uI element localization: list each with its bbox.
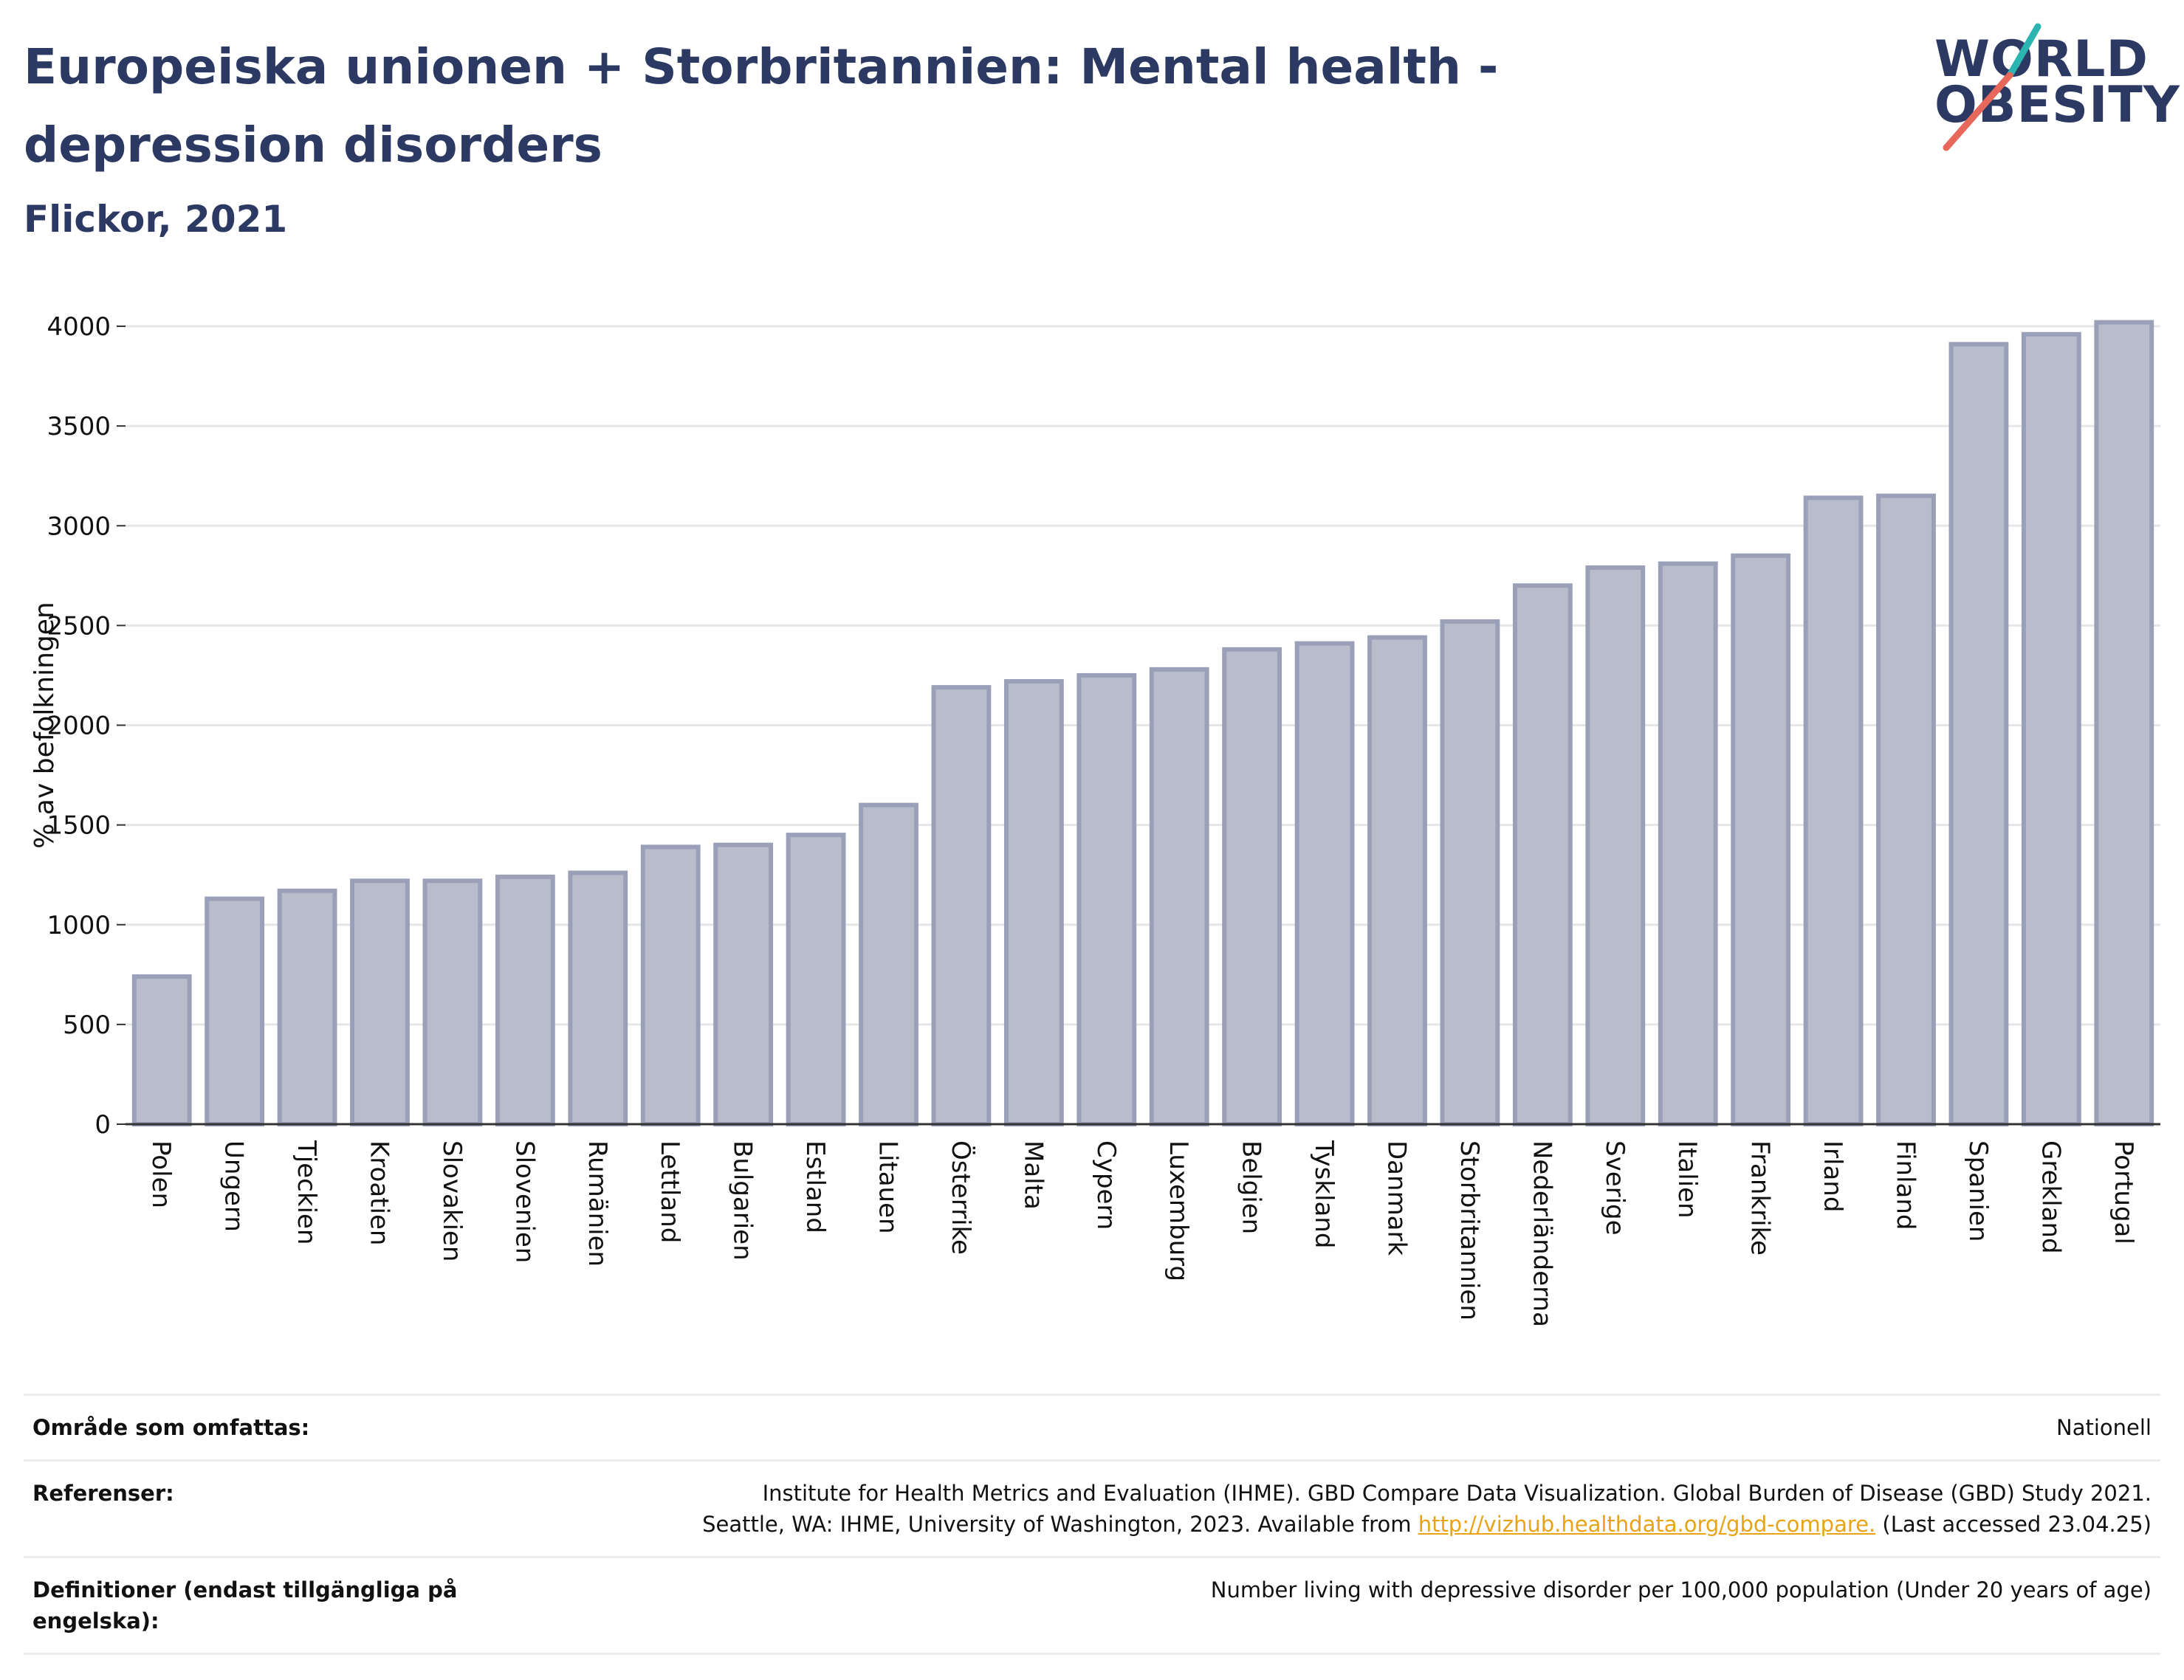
bar-finland[interactable] <box>1876 493 1936 1126</box>
bar-irland[interactable] <box>1803 495 1864 1127</box>
bar-rumänien[interactable] <box>568 870 628 1126</box>
x-tick-label: Slovakien <box>437 1140 467 1261</box>
bar-belgien[interactable] <box>1222 647 1282 1126</box>
bar-danmark[interactable] <box>1367 635 1427 1126</box>
x-tick-label: Rumänien <box>583 1140 612 1267</box>
bars <box>131 320 2154 1127</box>
bar-lettland[interactable] <box>640 844 701 1126</box>
x-tick-label: Finland <box>1891 1140 1920 1230</box>
footer-row-references: Referenser: Institute for Health Metrics… <box>24 1459 2160 1556</box>
logo-text: WORLD OBESITY <box>1934 30 2180 134</box>
bar-slovenien[interactable] <box>495 874 555 1126</box>
bar-estland[interactable] <box>786 833 846 1126</box>
bar-grekland[interactable] <box>2021 331 2081 1126</box>
y-tick-label: 1500 <box>47 811 111 841</box>
bar-bulgarien[interactable] <box>713 842 774 1127</box>
x-tick-label: Cypern <box>1091 1140 1121 1230</box>
x-tick-label: Danmark <box>1382 1140 1412 1256</box>
references-value: Institute for Health Metrics and Evaluat… <box>702 1478 2152 1540</box>
y-tick-label: 1000 <box>47 911 111 940</box>
y-tick-label: 500 <box>63 1011 111 1040</box>
x-tick-label: Irland <box>1818 1140 1847 1212</box>
bar-nederländerna[interactable] <box>1512 583 1573 1126</box>
footer-row-definitions: Definitioner (endast tillgängliga på eng… <box>24 1556 2160 1655</box>
chart-subtitle: Flickor, 2021 <box>24 198 288 241</box>
references-link[interactable]: http://vizhub.healthdata.org/gbd-compare… <box>1418 1512 1876 1537</box>
bar-portugal[interactable] <box>2094 320 2154 1127</box>
axes: 0 500 1000 1500 2000 2500 3000 3500 4000 Polen Ung… <box>47 312 2160 1327</box>
bar-cypern[interactable] <box>1076 672 1137 1126</box>
bar-malta[interactable] <box>1003 679 1064 1126</box>
footer-table: Område som omfattas: Nationell Referense… <box>24 1394 2160 1655</box>
x-tick-label: Luxemburg <box>1164 1140 1193 1281</box>
bar-ungern[interactable] <box>205 896 265 1126</box>
x-tick-label: Ungern <box>219 1140 249 1232</box>
references-line-2-suffix: (Last accessed 23.04.25) <box>1875 1512 2152 1537</box>
definitions-value: Number living with depressive disorder p… <box>1210 1577 2152 1602</box>
bar-litauen[interactable] <box>859 802 918 1126</box>
bar-storbritannien[interactable] <box>1440 619 1500 1127</box>
x-tick-label: Bulgarien <box>728 1140 758 1261</box>
y-tick-label: 0 <box>95 1110 111 1140</box>
bar-luxemburg[interactable] <box>1149 667 1209 1126</box>
references-line-1: Institute for Health Metrics and Evaluat… <box>762 1481 2152 1506</box>
x-tick-label: Österrike <box>946 1140 976 1255</box>
y-tick-label: 3500 <box>47 412 111 441</box>
bar-spanien[interactable] <box>1948 342 2009 1126</box>
x-tick-label: Spanien <box>1963 1140 1993 1242</box>
x-tick-label: Sverige <box>1600 1140 1630 1236</box>
x-tick-label: Lettland <box>655 1140 684 1243</box>
x-tick-label: Nederländerna <box>1527 1140 1556 1327</box>
y-tick-label: 2000 <box>47 712 111 741</box>
logo-line-1: WORLD <box>1934 30 2149 89</box>
x-tick-label: Belgien <box>1237 1140 1266 1234</box>
references-line-2: Seattle, WA: IHME, University of Washing… <box>702 1509 2152 1540</box>
x-tick-label: Italien <box>1672 1140 1702 1219</box>
y-axis-label: % av befolkningen <box>30 602 60 848</box>
y-tick-label: 4000 <box>47 312 111 342</box>
y-tick-label: 3000 <box>47 512 111 541</box>
bar-chart: 0 500 1000 1500 2000 2500 3000 3500 4000 Polen Ung… <box>30 312 2160 1327</box>
logo-slash-icon <box>1943 23 2042 151</box>
bar-tyskland[interactable] <box>1294 641 1355 1126</box>
x-tick-label: Malta <box>1018 1140 1048 1210</box>
bar-slovakien[interactable] <box>422 878 483 1126</box>
bar-frankrike[interactable] <box>1731 553 1791 1127</box>
references-label: Referenser: <box>32 1481 174 1506</box>
references-line-2-prefix: Seattle, WA: IHME, University of Washing… <box>702 1512 1418 1537</box>
logo-line-2: OBESITY <box>1934 76 2180 134</box>
x-tick-label: Kroatien <box>365 1140 394 1245</box>
x-tick-label: Grekland <box>2036 1140 2065 1254</box>
coverage-label: Område som omfattas: <box>32 1415 310 1440</box>
x-tick-label: Portugal <box>2109 1140 2138 1244</box>
x-tick-label: Storbritannien <box>1455 1140 1484 1321</box>
bar-italien[interactable] <box>1658 561 1718 1127</box>
bar-polen[interactable] <box>131 974 192 1127</box>
x-tick-label: Tyskland <box>1309 1140 1339 1248</box>
y-tick-label: 2500 <box>47 611 111 641</box>
x-tick-label: Frankrike <box>1745 1140 1775 1256</box>
x-tick-label: Estland <box>800 1140 830 1233</box>
footer-row-coverage: Område som omfattas: Nationell <box>24 1394 2160 1459</box>
coverage-value: Nationell <box>2056 1415 2152 1440</box>
bar-tjeckien[interactable] <box>277 888 337 1126</box>
bar-österrike[interactable] <box>931 685 992 1126</box>
bar-sverige[interactable] <box>1585 565 1646 1126</box>
x-tick-label: Litauen <box>873 1140 903 1234</box>
bar-kroatien[interactable] <box>350 878 410 1126</box>
x-tick-label: Slovenien <box>509 1140 539 1263</box>
x-tick-label: Tjeckien <box>292 1140 321 1244</box>
chart-title: Europeiska unionen + Storbritannien: Men… <box>24 38 1499 173</box>
definitions-label: Definitioner (endast tillgängliga på eng… <box>32 1577 458 1633</box>
x-tick-label: Polen <box>146 1140 176 1208</box>
world-obesity-logo: WORLD OBESITY <box>1927 22 2180 155</box>
